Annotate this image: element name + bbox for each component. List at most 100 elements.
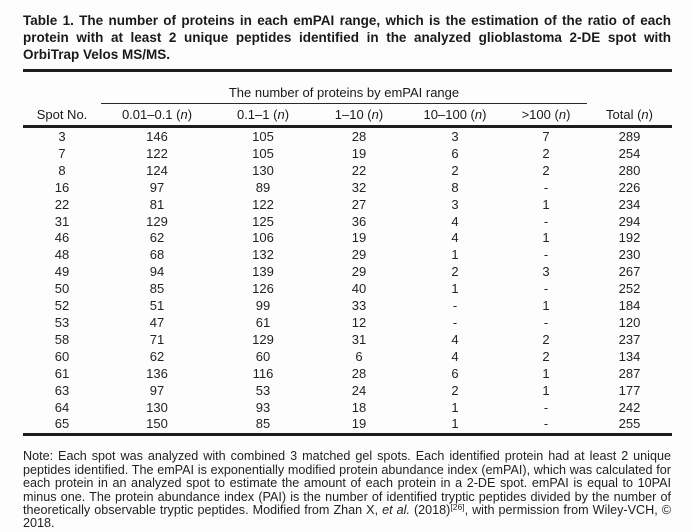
range-count-cell: 1 (451, 416, 459, 432)
range-count-cell: 81 (149, 196, 165, 212)
range-count-cell: 4 (451, 348, 459, 364)
range-count-cell: 27 (351, 196, 367, 212)
range-count-cell: 1 (451, 399, 459, 415)
range-count-cell: - (452, 298, 458, 314)
range-header: 10–100 (n) (423, 107, 487, 122)
range-count-cell: 122 (146, 145, 168, 161)
range-count-cell: 132 (252, 247, 274, 263)
range-count-cell: 8 (451, 179, 459, 195)
spot-no-cell: 52 (54, 298, 70, 314)
range-count-cell: 31 (351, 331, 367, 347)
spot-no-cell: 63 (54, 382, 70, 398)
range-count-cell: 24 (351, 382, 367, 398)
range-count-cell: 139 (252, 264, 274, 280)
range-count-cell: 136 (146, 365, 168, 381)
range-count-cell: - (452, 314, 458, 330)
range-count-cell: 122 (252, 196, 274, 212)
range-count-cell: 130 (146, 399, 168, 415)
table-row: 49 94 139 29 2 3 267 (23, 264, 672, 281)
range-count-cell: - (543, 399, 549, 415)
note-permission: , with permission from Wiley-VCH, © 2018… (23, 502, 671, 531)
range-count-cell: 2 (542, 145, 550, 161)
range-count-cell: 85 (149, 281, 165, 297)
range-count-cell: 19 (351, 145, 367, 161)
total-cell: 184 (618, 298, 641, 314)
table-row: 60 62 60 6 4 2 134 (23, 349, 672, 366)
range-count-cell: 129 (146, 213, 168, 229)
range-count-cell: 2 (542, 348, 550, 364)
protein-count-table: Spot No. The number of proteins by emPAI… (23, 69, 672, 437)
total-cell: 294 (618, 213, 641, 229)
range-count-cell: 2 (542, 162, 550, 178)
total-cell: 134 (618, 348, 641, 364)
range-count-cell: 6 (451, 365, 459, 381)
spot-no-cell: 16 (54, 179, 70, 195)
range-count-cell: 19 (351, 416, 367, 432)
spot-no-cell: 49 (54, 264, 70, 280)
range-count-cell: 150 (146, 416, 168, 432)
empai-range-group-header: The number of proteins by emPAI range (101, 70, 587, 104)
range-count-cell: 124 (146, 162, 168, 178)
range-count-cell: 105 (252, 145, 274, 161)
range-count-cell: 29 (351, 264, 367, 280)
range-count-cell: 7 (542, 129, 550, 144)
range-count-cell: 2 (451, 382, 459, 398)
range-count-cell: 1 (542, 196, 550, 212)
range-count-cell: 125 (252, 213, 274, 229)
table-body: 3 146 105 28 3 7 289 7 122 105 19 6 2 254 8 124 130 22 2 2 2… (23, 127, 672, 435)
spot-no-header: Spot No. (36, 107, 88, 122)
spot-no-cell: 58 (54, 331, 70, 347)
header-sub-row: 0.01–0.1 (n) 0.1–1 (n) 1–10 (n) 10–100 (n) >… (23, 104, 672, 127)
spot-no-cell: 22 (54, 196, 70, 212)
range-count-cell: 4 (451, 213, 459, 229)
spot-no-cell: 46 (54, 230, 70, 246)
range-count-cell: 29 (351, 247, 367, 263)
total-cell: 234 (618, 196, 641, 212)
range-header: >100 (n) (521, 107, 571, 122)
range-count-cell: 1 (451, 247, 459, 263)
range-count-cell: 97 (149, 179, 165, 195)
range-count-cell: 61 (255, 314, 271, 330)
total-cell: 230 (618, 247, 641, 263)
range-count-cell: 3 (451, 196, 459, 212)
range-count-cell: 2 (451, 162, 459, 178)
range-count-cell: 22 (351, 162, 367, 178)
range-count-cell: 33 (351, 298, 367, 314)
range-count-cell: 106 (252, 230, 274, 246)
total-cell: 289 (618, 129, 641, 144)
range-count-cell: 3 (542, 264, 550, 280)
range-count-cell: 89 (255, 179, 271, 195)
range-count-cell: 68 (149, 247, 165, 263)
total-cell: 287 (618, 365, 641, 381)
range-count-cell: 18 (351, 399, 367, 415)
range-count-cell: 12 (351, 314, 367, 330)
note-year: (2018) (409, 502, 451, 517)
range-count-cell: 40 (351, 281, 367, 297)
range-count-cell: - (543, 281, 549, 297)
total-cell: 280 (618, 162, 641, 178)
table-row: 65 150 85 19 1 - 255 (23, 416, 672, 434)
range-count-cell: 62 (149, 348, 165, 364)
spot-no-cell: 60 (54, 348, 70, 364)
range-count-cell: 19 (351, 230, 367, 246)
table-row: 52 51 99 33 - 1 184 (23, 298, 672, 315)
table-row: 61 136 116 28 6 1 287 (23, 366, 672, 383)
range-header: 1–10 (n) (334, 107, 384, 122)
total-cell: 226 (618, 179, 641, 195)
total-cell: 192 (618, 230, 641, 246)
table-row: 48 68 132 29 1 - 230 (23, 247, 672, 264)
table-row: 16 97 89 32 8 - 226 (23, 180, 672, 197)
range-header: 0.1–1 (n) (236, 107, 290, 122)
range-count-cell: 3 (451, 129, 459, 144)
table-caption: Table 1. The number of proteins in each … (23, 13, 671, 62)
total-cell: 120 (618, 314, 641, 330)
total-cell: 267 (618, 264, 641, 280)
spot-no-cell: 50 (54, 281, 70, 297)
range-count-cell: 105 (252, 129, 274, 144)
spot-no-cell: 64 (54, 399, 70, 415)
table-row: 46 62 106 19 4 1 192 (23, 230, 672, 247)
table-row: 53 47 61 12 - - 120 (23, 315, 672, 332)
range-count-cell: 62 (149, 230, 165, 246)
paren: ( (633, 107, 642, 122)
